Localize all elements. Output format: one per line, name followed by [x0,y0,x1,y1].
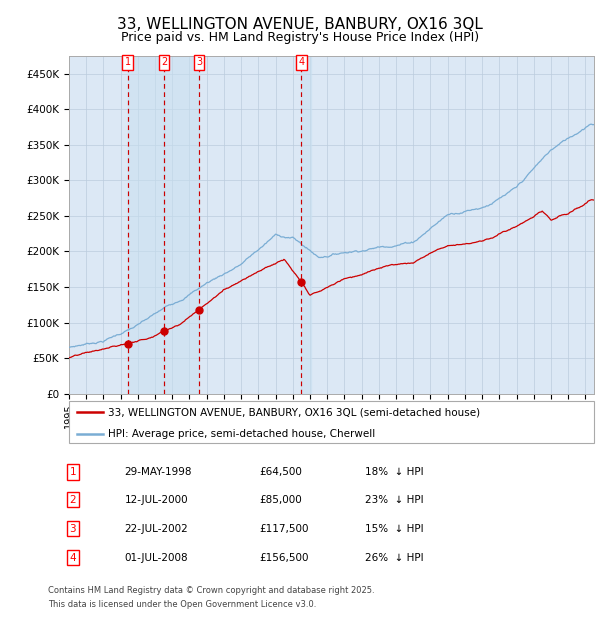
Text: 33, WELLINGTON AVENUE, BANBURY, OX16 3QL (semi-detached house): 33, WELLINGTON AVENUE, BANBURY, OX16 3QL… [109,407,481,417]
Text: 29-MAY-1998: 29-MAY-1998 [125,467,192,477]
Bar [164,56,199,394]
Text: £117,500: £117,500 [259,524,309,534]
Text: 33, WELLINGTON AVENUE, BANBURY, OX16 3QL: 33, WELLINGTON AVENUE, BANBURY, OX16 3QL [117,17,483,32]
Text: £156,500: £156,500 [259,553,309,563]
Text: 1: 1 [70,467,76,477]
Text: 4: 4 [298,58,304,68]
Text: 23%  ↓ HPI: 23% ↓ HPI [365,495,424,505]
Text: 12-JUL-2000: 12-JUL-2000 [125,495,188,505]
Text: 15%  ↓ HPI: 15% ↓ HPI [365,524,424,534]
Bar [128,56,164,394]
Text: Contains HM Land Registry data © Crown copyright and database right 2025.: Contains HM Land Registry data © Crown c… [48,586,374,595]
Text: 1: 1 [125,58,131,68]
Text: This data is licensed under the Open Government Licence v3.0.: This data is licensed under the Open Gov… [48,600,316,609]
Text: Price paid vs. HM Land Registry's House Price Index (HPI): Price paid vs. HM Land Registry's House … [121,31,479,44]
Text: 18%  ↓ HPI: 18% ↓ HPI [365,467,424,477]
Text: £85,000: £85,000 [259,495,302,505]
Text: 01-JUL-2008: 01-JUL-2008 [125,553,188,563]
Text: 2: 2 [161,58,167,68]
Text: 2: 2 [70,495,76,505]
Bar [301,56,311,394]
Text: 22-JUL-2002: 22-JUL-2002 [125,524,188,534]
Text: 26%  ↓ HPI: 26% ↓ HPI [365,553,424,563]
Text: 3: 3 [70,524,76,534]
Text: 4: 4 [70,553,76,563]
Text: £64,500: £64,500 [259,467,302,477]
Text: HPI: Average price, semi-detached house, Cherwell: HPI: Average price, semi-detached house,… [109,429,376,439]
Text: 3: 3 [196,58,202,68]
